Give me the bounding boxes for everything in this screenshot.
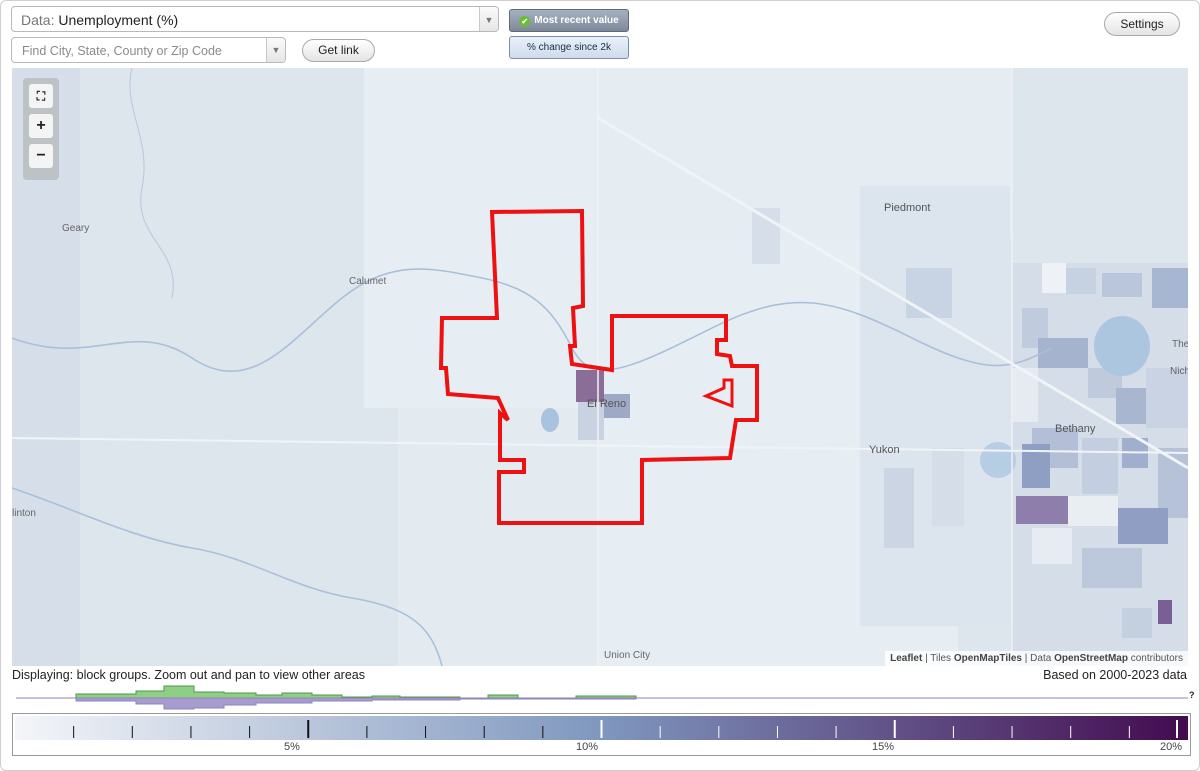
town-label-yukon: Yukon (869, 444, 900, 456)
bg-18 (1118, 508, 1168, 544)
bg-6 (1038, 338, 1088, 368)
road-diagonal (597, 116, 1188, 470)
percent-change-toggle[interactable]: % change since 2k (509, 36, 629, 59)
legend-label-10: 10% (575, 741, 599, 753)
tract-b (906, 268, 952, 318)
legend-label-15: 15% (871, 741, 895, 753)
bg-el-reno-2 (604, 394, 630, 418)
check-icon: ✔ (519, 16, 531, 27)
bg-9 (1146, 368, 1188, 428)
attribution-sep-2: | Data (1022, 653, 1055, 664)
plus-icon[interactable]: + (29, 114, 53, 138)
bg-2 (1066, 268, 1096, 294)
get-link-button[interactable]: Get link (302, 39, 375, 62)
data-range-note: Based on 2000-2023 data (1043, 668, 1187, 682)
town-label-bethany: Bethany (1055, 423, 1096, 435)
settings-button[interactable]: Settings (1104, 12, 1180, 36)
town-label-nich: Nich (1170, 366, 1188, 377)
river-canadian (12, 487, 443, 666)
town-label-piedmont: Piedmont (884, 202, 931, 214)
town-label-union-city: Union City (604, 650, 651, 661)
map-canvas (12, 68, 1188, 666)
map-attribution: Leaflet | Tiles OpenMapTiles | Data Open… (885, 651, 1188, 666)
bg-17 (1068, 496, 1118, 526)
town-label-el-reno: El Reno (587, 398, 627, 410)
legend-scale (15, 716, 1188, 740)
bg-22 (1122, 608, 1152, 638)
location-search[interactable]: ▼ (11, 37, 286, 63)
attribution-sep-1: | Tiles (922, 653, 954, 664)
creek-1 (129, 68, 174, 299)
bg-21 (1158, 600, 1172, 624)
histogram-comparison (16, 697, 1188, 710)
openmaptiles-link[interactable]: OpenMapTiles (953, 653, 1022, 664)
chevron-down-icon[interactable]: ▼ (479, 7, 498, 31)
leaflet-link[interactable]: Leaflet (890, 653, 923, 664)
map-view[interactable]: Geary Calumet Piedmont El Reno Yukon Bet… (12, 68, 1188, 666)
legend-ticks (73, 720, 1178, 738)
zoom-control: ⛶ + − (23, 78, 59, 180)
unknown-value-mark: ? (1189, 690, 1195, 700)
town-label-geary: Geary (62, 223, 90, 234)
attribution-contributors: contributors (1127, 653, 1183, 664)
lake-hefner (980, 442, 1016, 478)
bg-16 (1016, 496, 1068, 524)
bg-el-reno-1 (576, 370, 604, 402)
distribution-histogram (16, 685, 1188, 710)
town-label-the: The (1172, 339, 1188, 350)
openstreetmap-link[interactable]: OpenStreetMap (1054, 653, 1128, 664)
bg-el-reno-3 (578, 402, 604, 440)
region-center (364, 68, 598, 408)
town-label-hinton: linton (12, 508, 36, 519)
region-yukon (860, 186, 1010, 626)
fit-bounds-icon[interactable]: ⛶ (29, 84, 53, 108)
tract-d (932, 448, 964, 526)
display-level-note: Displaying: block groups. Zoom out and p… (12, 668, 365, 682)
search-input[interactable] (20, 41, 264, 61)
bg-19 (1032, 528, 1072, 564)
most-recent-label: Most recent value (534, 15, 619, 26)
bg-3 (1102, 273, 1142, 297)
lake-el-reno (541, 408, 559, 432)
road-i40 (12, 437, 1188, 454)
data-value: Unemployment (%) (58, 12, 179, 28)
selected-area-boundary (438, 208, 759, 525)
data-dropdown[interactable]: Data: Unemployment (%) ▼ (11, 6, 499, 32)
minus-icon[interactable]: − (29, 144, 53, 168)
histogram-region (16, 685, 1188, 699)
bg-1 (1042, 263, 1066, 293)
data-prefix: Data: (21, 12, 55, 28)
legend-label-5: 5% (284, 741, 300, 753)
selected-area-boundary-notch (702, 378, 734, 409)
color-legend[interactable]: 5% 10% 15% 20% (12, 713, 1191, 756)
bg-4 (1152, 268, 1188, 308)
tract-c (884, 468, 914, 548)
town-label-calumet: Calumet (349, 276, 387, 287)
most-recent-toggle[interactable]: ✔ Most recent value (509, 9, 629, 32)
bg-8 (1116, 388, 1146, 424)
river-north-canadian (12, 268, 1053, 372)
lake-overholser (1094, 316, 1150, 376)
legend-label-20: 20% (1159, 741, 1183, 753)
bg-20 (1082, 548, 1142, 588)
bg-13 (1082, 438, 1118, 494)
chevron-down-icon[interactable]: ▼ (266, 38, 285, 62)
